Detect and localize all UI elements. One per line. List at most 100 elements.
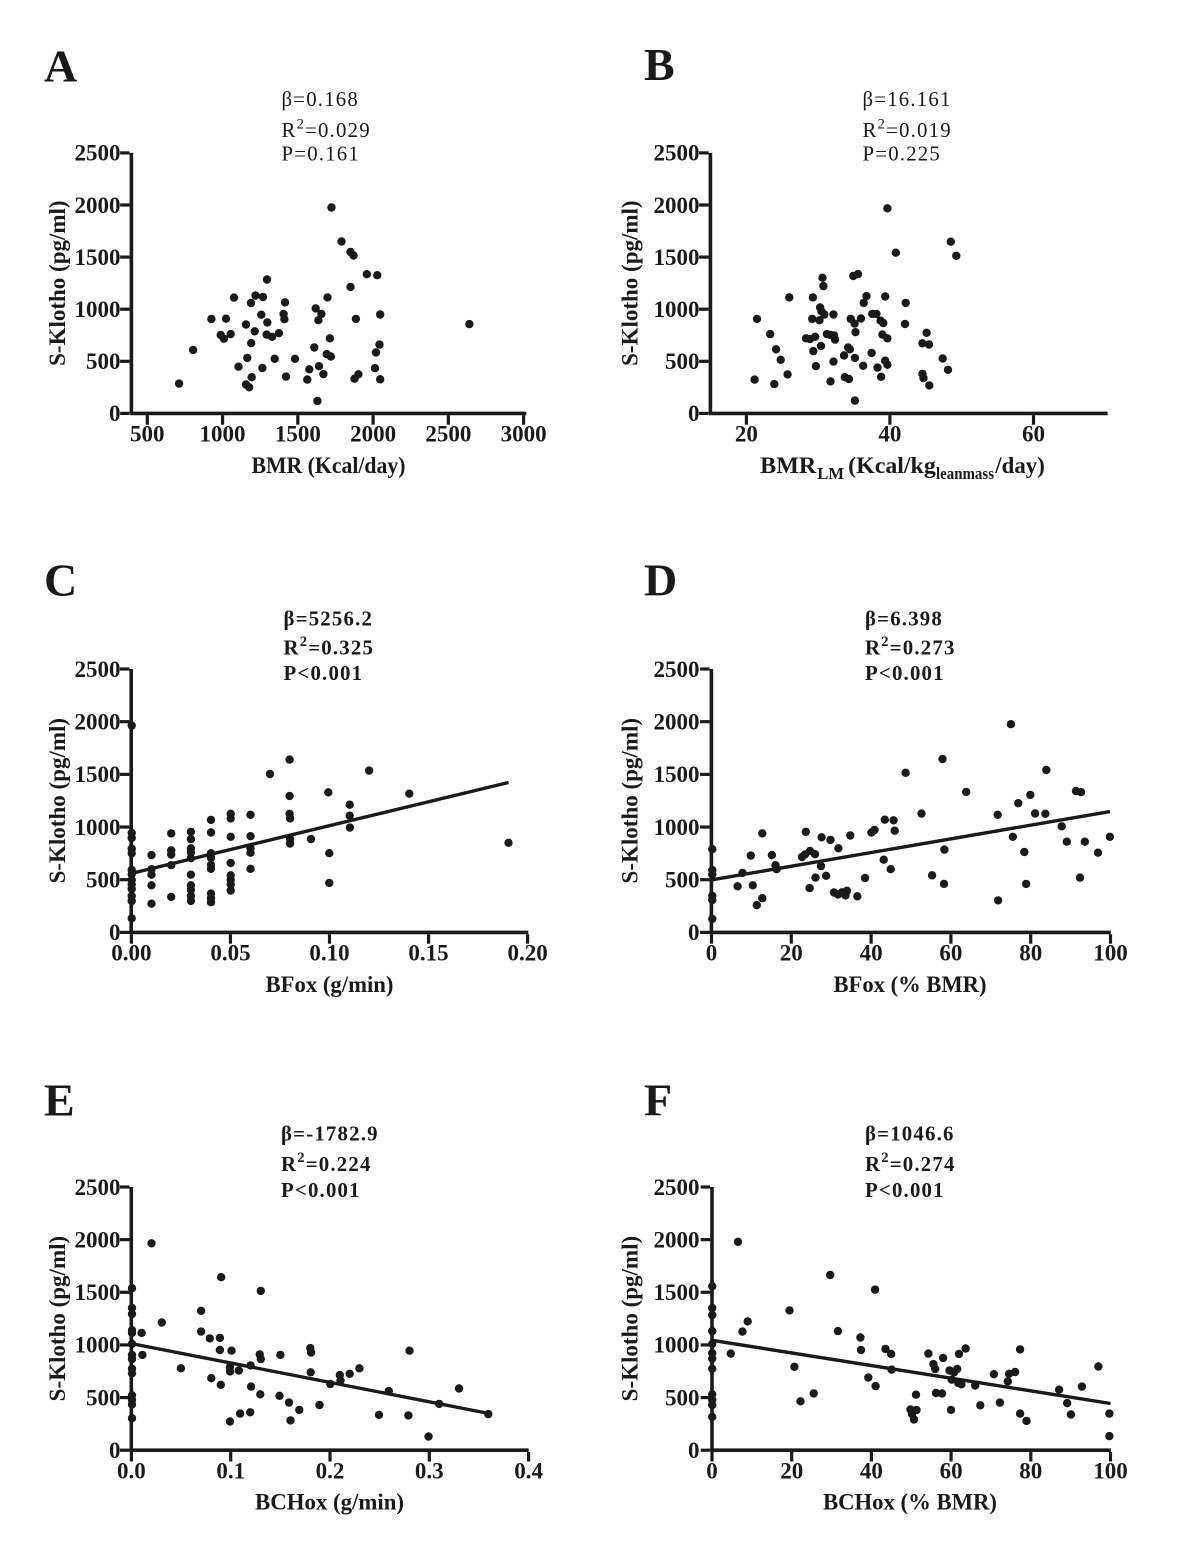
svg-text:D: D <box>644 555 677 606</box>
svg-text:0.0: 0.0 <box>117 1458 146 1483</box>
svg-text:2500: 2500 <box>425 422 471 447</box>
svg-text:2000: 2000 <box>75 193 121 218</box>
svg-text:E: E <box>44 1075 75 1126</box>
svg-text:0: 0 <box>109 920 121 945</box>
svg-text:0: 0 <box>688 401 700 426</box>
svg-text:2000: 2000 <box>350 422 396 447</box>
svg-text:500: 500 <box>665 349 700 374</box>
svg-text:P<0.001: P<0.001 <box>865 662 945 685</box>
svg-text:40: 40 <box>878 422 901 447</box>
svg-text:1000: 1000 <box>75 1333 121 1358</box>
svg-text:1500: 1500 <box>654 762 700 787</box>
svg-text:0.10: 0.10 <box>309 941 349 966</box>
svg-text:80: 80 <box>1019 941 1042 966</box>
svg-text:P<0.001: P<0.001 <box>865 1179 945 1202</box>
svg-text:1500: 1500 <box>75 245 121 270</box>
svg-text:P<0.001: P<0.001 <box>284 662 364 685</box>
svg-text:0: 0 <box>688 920 700 945</box>
svg-text:2000: 2000 <box>75 709 121 734</box>
svg-text:C: C <box>44 555 77 606</box>
svg-text:β=5256.2: β=5256.2 <box>284 608 374 631</box>
svg-text:R2=0.325: R2=0.325 <box>284 634 375 660</box>
svg-text:0.4: 0.4 <box>514 1458 543 1483</box>
svg-text:2500: 2500 <box>75 1175 121 1200</box>
svg-text:R2=0.029: R2=0.029 <box>282 116 371 142</box>
svg-text:S-Klotho (pg/ml): S-Klotho (pg/ml) <box>618 718 643 883</box>
svg-text:3000: 3000 <box>501 422 547 447</box>
svg-text:60: 60 <box>940 1458 963 1483</box>
svg-text:leanmass: leanmass <box>936 464 995 483</box>
svg-text:0: 0 <box>706 1458 718 1483</box>
svg-text:S-Klotho (pg/ml): S-Klotho (pg/ml) <box>618 200 643 365</box>
svg-text:β=6.398: β=6.398 <box>865 608 943 631</box>
svg-text:1000: 1000 <box>75 815 121 840</box>
svg-text:S-Klotho (pg/ml): S-Klotho (pg/ml) <box>45 200 70 365</box>
svg-text:20: 20 <box>735 422 758 447</box>
svg-text:BFox (% BMR): BFox (% BMR) <box>834 972 987 997</box>
svg-text:0: 0 <box>706 941 718 966</box>
svg-text:S-Klotho (pg/ml): S-Klotho (pg/ml) <box>618 1236 643 1401</box>
svg-text:β=16.161: β=16.161 <box>863 88 952 111</box>
svg-text:0.00: 0.00 <box>111 941 151 966</box>
svg-text:0: 0 <box>109 1438 121 1463</box>
svg-text:β=1046.6: β=1046.6 <box>865 1123 955 1146</box>
svg-text:(Kcal/kg: (Kcal/kg <box>848 453 936 478</box>
svg-text:60: 60 <box>939 941 962 966</box>
svg-text:500: 500 <box>130 422 165 447</box>
svg-text:S-Klotho (pg/ml): S-Klotho (pg/ml) <box>45 718 70 883</box>
svg-text:20: 20 <box>780 1458 803 1483</box>
svg-text:100: 100 <box>1093 941 1128 966</box>
svg-text:1000: 1000 <box>75 297 121 322</box>
svg-text:2500: 2500 <box>654 141 700 166</box>
svg-text:BCHox (g/min): BCHox (g/min) <box>255 1490 404 1515</box>
svg-text:R2=0.224: R2=0.224 <box>281 1150 372 1176</box>
svg-text:P=0.225: P=0.225 <box>863 142 942 165</box>
svg-text:20: 20 <box>780 941 803 966</box>
svg-text:P=0.161: P=0.161 <box>282 142 361 165</box>
svg-text:1500: 1500 <box>75 1280 121 1305</box>
svg-text:0.3: 0.3 <box>415 1458 444 1483</box>
svg-text:2500: 2500 <box>75 657 121 682</box>
svg-text:2000: 2000 <box>654 1227 700 1252</box>
svg-text:2500: 2500 <box>654 657 700 682</box>
svg-text:2000: 2000 <box>654 709 700 734</box>
svg-text:1000: 1000 <box>654 1333 700 1358</box>
svg-text:1500: 1500 <box>654 245 700 270</box>
svg-text:/day): /day) <box>994 453 1044 478</box>
svg-text:40: 40 <box>860 941 883 966</box>
svg-text:0.2: 0.2 <box>316 1458 345 1483</box>
svg-text:500: 500 <box>86 349 121 374</box>
svg-text:BCHox (% BMR): BCHox (% BMR) <box>823 1490 997 1515</box>
svg-text:S-Klotho (pg/ml): S-Klotho (pg/ml) <box>45 1236 70 1401</box>
svg-text:β=0.168: β=0.168 <box>282 88 360 111</box>
svg-text:2500: 2500 <box>654 1175 700 1200</box>
svg-text:2000: 2000 <box>654 193 700 218</box>
svg-text:2000: 2000 <box>75 1227 121 1252</box>
svg-text:500: 500 <box>86 1385 121 1410</box>
svg-text:1000: 1000 <box>200 422 246 447</box>
svg-text:BFox (g/min): BFox (g/min) <box>266 972 394 997</box>
svg-text:500: 500 <box>665 868 700 893</box>
svg-text:R2=0.273: R2=0.273 <box>865 634 956 660</box>
svg-text:LM: LM <box>817 464 844 483</box>
svg-text:A: A <box>44 41 77 92</box>
svg-text:2500: 2500 <box>75 141 121 166</box>
svg-text:R2=0.019: R2=0.019 <box>863 116 952 142</box>
svg-text:0.05: 0.05 <box>210 941 250 966</box>
svg-text:0: 0 <box>109 401 121 426</box>
svg-text:1500: 1500 <box>75 762 121 787</box>
svg-text:500: 500 <box>665 1385 700 1410</box>
svg-text:P<0.001: P<0.001 <box>281 1179 361 1202</box>
svg-text:0.20: 0.20 <box>507 941 547 966</box>
svg-text:1500: 1500 <box>654 1280 700 1305</box>
svg-text:F: F <box>644 1075 672 1126</box>
svg-text:0.15: 0.15 <box>408 941 448 966</box>
svg-text:100: 100 <box>1093 1458 1128 1483</box>
svg-text:60: 60 <box>1022 422 1045 447</box>
svg-text:BMR (Kcal/day): BMR (Kcal/day) <box>252 453 406 478</box>
svg-text:0: 0 <box>688 1438 700 1463</box>
svg-text:80: 80 <box>1019 1458 1042 1483</box>
svg-text:B: B <box>644 39 675 90</box>
svg-text:1000: 1000 <box>654 297 700 322</box>
svg-text:R2=0.274: R2=0.274 <box>865 1150 956 1176</box>
